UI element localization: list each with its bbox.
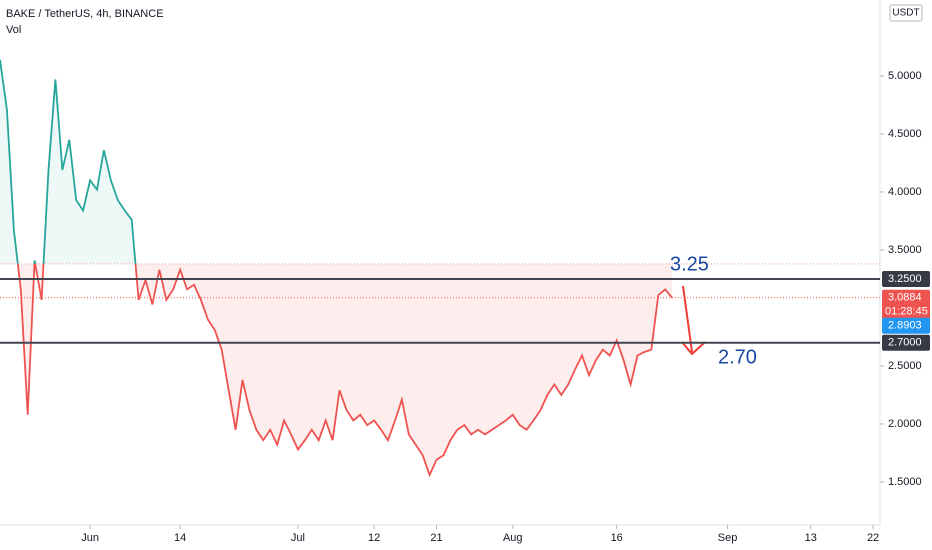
countdown: 01:28:45 — [885, 306, 928, 318]
chart-title: BAKE / TetherUS, 4h, BINANCE — [6, 8, 164, 20]
x-tick-label: Jul — [291, 532, 305, 544]
volume-label: Vol — [6, 24, 21, 36]
area-up — [0, 59, 136, 264]
area-down — [0, 263, 673, 475]
plot — [0, 59, 880, 478]
indicator-bg — [882, 317, 930, 334]
last-price-bg — [882, 289, 930, 320]
level-label: 3.2500 — [888, 273, 922, 285]
currency-box[interactable] — [889, 4, 923, 22]
y-tick-label: 4.5000 — [888, 128, 922, 140]
x-tick-label: Sep — [718, 532, 738, 544]
annotation: 3.25 — [670, 253, 709, 275]
annotation: 2.70 — [718, 346, 757, 368]
y-tick-label: 5.0000 — [888, 70, 922, 82]
x-tick-label: 14 — [174, 532, 186, 544]
currency[interactable]: USDT — [892, 8, 919, 19]
last-price: 3.0884 — [888, 292, 922, 304]
x-tick-label: 22 — [867, 532, 879, 544]
level-label-bg — [882, 334, 930, 351]
x-tick-label: 13 — [805, 532, 817, 544]
y-tick-label: 2.0000 — [888, 418, 922, 430]
line-down — [16, 263, 673, 478]
arrow — [681, 285, 706, 356]
line-up — [0, 59, 137, 264]
y-tick-label: 1.5000 — [888, 476, 922, 488]
x-tick-label: Aug — [503, 532, 523, 544]
indicator-label: 2.8903 — [888, 320, 922, 332]
x-tick-label: 16 — [611, 532, 623, 544]
level-label-bg — [882, 270, 930, 287]
level-label: 2.7000 — [888, 337, 922, 349]
x-tick-label: 21 — [430, 532, 442, 544]
y-tick-label: 2.5000 — [888, 360, 922, 372]
x-tick-label: Jun — [81, 532, 99, 544]
y-tick-label: 3.5000 — [888, 244, 922, 256]
x-tick-label: 12 — [368, 532, 380, 544]
y-tick-label: 4.0000 — [888, 186, 922, 198]
